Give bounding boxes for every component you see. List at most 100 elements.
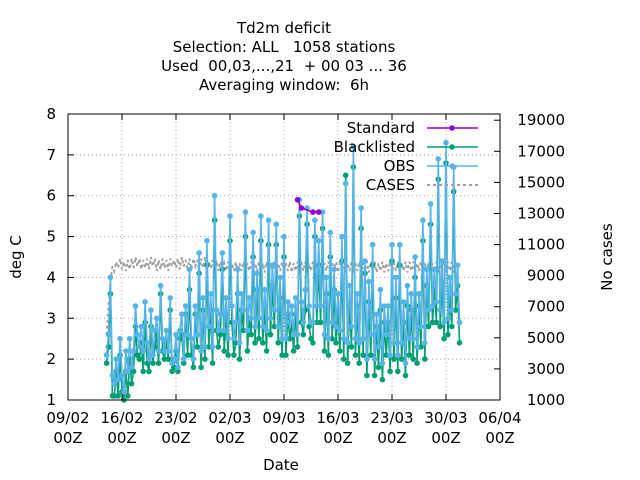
data-point-obs [138,323,145,330]
data-point-obs [435,156,442,162]
data-point-obs [186,266,193,273]
data-point-obs [271,307,278,313]
data-point-obs [190,356,197,362]
data-point-obs [339,233,345,240]
data-point-blacklisted [348,344,355,350]
data-point-obs [150,352,156,358]
data-point-obs [269,262,276,269]
data-point-obs [398,340,405,346]
series-standard [294,197,322,215]
data-point-obs [447,274,453,281]
data-point-blacklisted [194,344,200,350]
data-point-obs [325,335,332,342]
data-point-standard [315,209,322,215]
x-tick-label-hour: 00Z [269,429,298,447]
data-point-obs [298,299,305,305]
legend-marker-blacklisted [449,144,455,150]
data-point-blacklisted [275,340,282,346]
data-point-blacklisted [445,331,451,338]
data-point-obs [140,348,146,354]
data-point-obs [329,319,336,326]
data-point-obs [395,352,401,358]
legend-label-blacklisted: Blacklisted [334,138,415,156]
data-point-blacklisted [267,331,274,338]
data-point-obs [128,364,135,371]
series-line-standard [296,199,319,213]
chart-title-line: Selection: ALL 1058 stations [173,38,396,56]
data-point-obs [273,221,280,228]
data-point-blacklisted [115,393,121,399]
data-point-blacklisted [263,348,270,354]
data-point-obs [437,307,444,313]
data-point-obs [362,258,368,264]
data-point-blacklisted [221,348,227,354]
data-point-obs [275,323,282,330]
data-point-obs [285,299,291,305]
data-point-blacklisted [321,348,328,354]
data-point-obs [420,217,426,223]
data-point-obs [207,291,214,297]
data-point-obs [281,233,287,240]
data-point-obs [109,372,116,379]
x-tick-label: 09/02 [46,409,89,427]
data-point-obs [371,356,378,362]
y2-tick-label: 7000 [527,298,565,316]
y-tick-label: 6 [46,187,56,205]
y2-axis-label: No cases [598,223,616,291]
data-point-obs [134,331,141,338]
data-point-obs [433,299,440,305]
data-point-blacklisted [433,319,440,326]
data-point-obs [375,344,382,350]
data-point-standard [294,197,301,203]
data-point-obs [152,327,158,334]
data-point-blacklisted [190,364,197,371]
data-point-blacklisted [215,344,222,350]
data-point-blacklisted [414,360,420,367]
data-point-blacklisted [356,360,363,367]
data-point-obs [113,356,119,362]
data-point-obs [302,286,309,293]
data-point-blacklisted [379,376,386,383]
data-point-obs [111,380,118,387]
y2-tick-label: 17000 [517,142,565,160]
data-point-blacklisted [260,340,266,346]
x-tick-label-hour: 00Z [323,429,352,447]
data-point-obs [240,307,247,313]
data-point-obs [265,217,272,223]
data-point-obs [385,303,391,309]
data-point-obs [312,217,318,223]
data-point-obs [449,307,455,313]
data-point-obs [107,274,114,281]
data-point-obs [346,282,353,289]
data-point-blacklisted [248,331,254,338]
data-point-obs [267,315,274,322]
data-point-obs [229,303,235,309]
data-point-obs [182,303,189,309]
y2-tick-label: 9000 [527,267,565,285]
data-point-blacklisted [175,368,181,375]
data-point-obs [117,335,123,342]
data-point-obs [335,291,341,297]
data-point-obs [416,291,422,297]
data-point-obs [321,331,328,338]
data-point-obs [200,295,206,301]
data-point-blacklisted [360,352,366,358]
data-point-obs [387,352,393,358]
x-tick-label: 09/03 [262,409,305,427]
data-point-obs [412,254,418,260]
data-point-blacklisted [155,360,162,367]
data-point-obs [204,237,210,244]
data-point-obs [177,327,183,334]
data-point-blacklisted [252,340,258,346]
data-point-blacklisted [437,323,444,330]
data-point-obs [441,319,447,326]
data-point-obs [292,295,299,301]
x-tick-label-hour: 00Z [431,429,460,447]
data-point-obs [404,282,411,289]
data-point-obs [159,335,166,342]
data-point-blacklisted [236,356,243,362]
data-point-obs [184,331,191,338]
data-point-obs [192,303,199,309]
data-point-obs [396,241,403,248]
